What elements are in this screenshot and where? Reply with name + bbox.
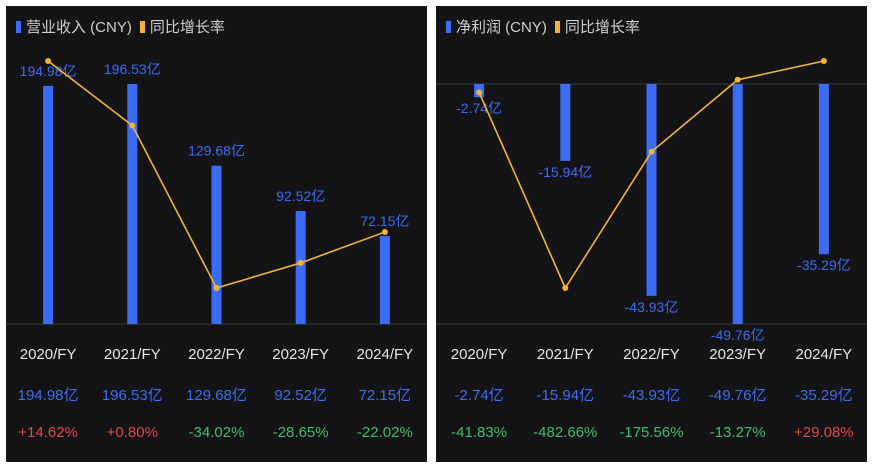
- profit-value: -35.29亿: [795, 387, 853, 404]
- growth-value: -22.02%: [356, 424, 413, 441]
- bar-legend-swatch: [16, 20, 21, 33]
- net-profit-chart: -2.74亿 -15.94亿 -43.93亿 -49.76亿 -35.29亿: [436, 58, 867, 343]
- revenue-chart: 194.98亿 196.53亿 129.68亿 92.52亿 72.15亿: [6, 58, 427, 325]
- line-legend-swatch: [139, 20, 145, 33]
- bar-data-label: -15.94亿: [538, 164, 592, 180]
- year-label: 2023/FY: [272, 346, 330, 363]
- bar-data-label: -35.29亿: [797, 257, 851, 273]
- profit-value-row: -2.74亿 -15.94亿 -43.93亿 -49.76亿 -35.29亿: [436, 384, 867, 405]
- bar: [818, 84, 829, 255]
- growth-point: [734, 76, 741, 83]
- growth-value: -13.27%: [709, 424, 766, 441]
- bar: [127, 84, 138, 324]
- growth-value: +14.62%: [18, 424, 78, 441]
- revenue-value: 72.15亿: [358, 387, 412, 404]
- revenue-value: 129.68亿: [186, 387, 247, 404]
- bar-data-label: 72.15亿: [360, 213, 409, 229]
- revenue-growth-row: +14.62% +0.80% -34.02% -28.65% -22.02%: [6, 424, 427, 441]
- profit-value: -49.76亿: [708, 387, 767, 404]
- bar-data-label: 129.68亿: [188, 143, 245, 159]
- growth-value: -28.65%: [272, 424, 329, 441]
- growth-value: -34.02%: [188, 424, 245, 441]
- growth-point: [129, 122, 136, 129]
- revenue-value-row: 194.98亿 196.53亿 129.68亿 92.52亿 72.15亿: [6, 384, 427, 405]
- growth-point: [820, 58, 827, 64]
- growth-point: [45, 58, 52, 64]
- growth-point: [562, 285, 569, 291]
- bar: [295, 211, 306, 324]
- growth-legend-label: 同比增长率: [564, 19, 640, 36]
- year-label: 2022/FY: [188, 346, 245, 363]
- revenue-year-row: 2020/FY 2021/FY 2022/FY 2023/FY 2024/FY: [6, 346, 427, 363]
- profit-value: -15.94亿: [536, 387, 595, 404]
- growth-value: -482.66%: [533, 424, 598, 441]
- profit-growth-row: -41.83% -482.66% -175.56% -13.27% +29.08…: [436, 424, 867, 441]
- growth-point: [213, 285, 220, 291]
- year-label: 2022/FY: [623, 346, 680, 363]
- net-profit-panel: 净利润 (CNY) 同比增长率 -2.74亿 -15.94亿 -43.93亿 -49.…: [436, 6, 867, 462]
- bar: [211, 165, 222, 324]
- bar-data-label: 194.98亿: [20, 63, 77, 79]
- revenue-panel: 营业收入 (CNY) 同比增长率 194.98亿 196.53亿 129.68亿 92…: [6, 6, 427, 462]
- revenue-value: 196.53亿: [101, 387, 163, 404]
- revenue-value: 92.52亿: [274, 387, 327, 404]
- year-label: 2020/FY: [450, 346, 508, 363]
- bar: [379, 235, 390, 324]
- year-label: 2021/FY: [103, 346, 161, 363]
- bar: [43, 85, 54, 324]
- revenue-legend-label: 营业收入 (CNY): [26, 19, 132, 36]
- year-label: 2020/FY: [19, 346, 77, 363]
- profit-value: -43.93亿: [622, 387, 681, 404]
- growth-point: [476, 89, 483, 96]
- year-label: 2023/FY: [709, 346, 767, 363]
- bar-data-label: -2.74亿: [456, 100, 502, 116]
- year-label: 2021/FY: [536, 346, 594, 363]
- bar: [560, 84, 571, 161]
- line-legend-swatch: [554, 20, 560, 33]
- profit-year-row: 2020/FY 2021/FY 2022/FY 2023/FY 2024/FY: [436, 346, 867, 363]
- year-label: 2024/FY: [356, 346, 414, 363]
- bar-legend-swatch: [446, 20, 451, 33]
- bar: [732, 84, 743, 324]
- growth-point: [297, 259, 304, 266]
- year-label: 2024/FY: [795, 346, 853, 363]
- bar-data-label: 196.53亿: [104, 61, 161, 77]
- growth-point: [381, 228, 388, 235]
- net-profit-legend: 净利润 (CNY) 同比增长率: [446, 16, 640, 37]
- revenue-legend: 营业收入 (CNY) 同比增长率: [16, 16, 225, 37]
- growth-value: +0.80%: [106, 424, 158, 441]
- growth-legend-label: 同比增长率: [149, 19, 225, 36]
- growth-value: -41.83%: [451, 424, 508, 441]
- bar-data-label: 92.52亿: [276, 188, 325, 204]
- growth-value: +29.08%: [794, 424, 854, 441]
- net-profit-legend-label: 净利润 (CNY): [456, 19, 547, 36]
- growth-point: [648, 148, 655, 155]
- profit-value: -2.74亿: [454, 387, 504, 404]
- bar-data-label: -49.76亿: [711, 327, 765, 343]
- growth-value: -175.56%: [619, 424, 684, 441]
- bar-data-label: -43.93亿: [625, 299, 679, 315]
- bar: [646, 84, 657, 296]
- revenue-value: 194.98亿: [17, 387, 79, 404]
